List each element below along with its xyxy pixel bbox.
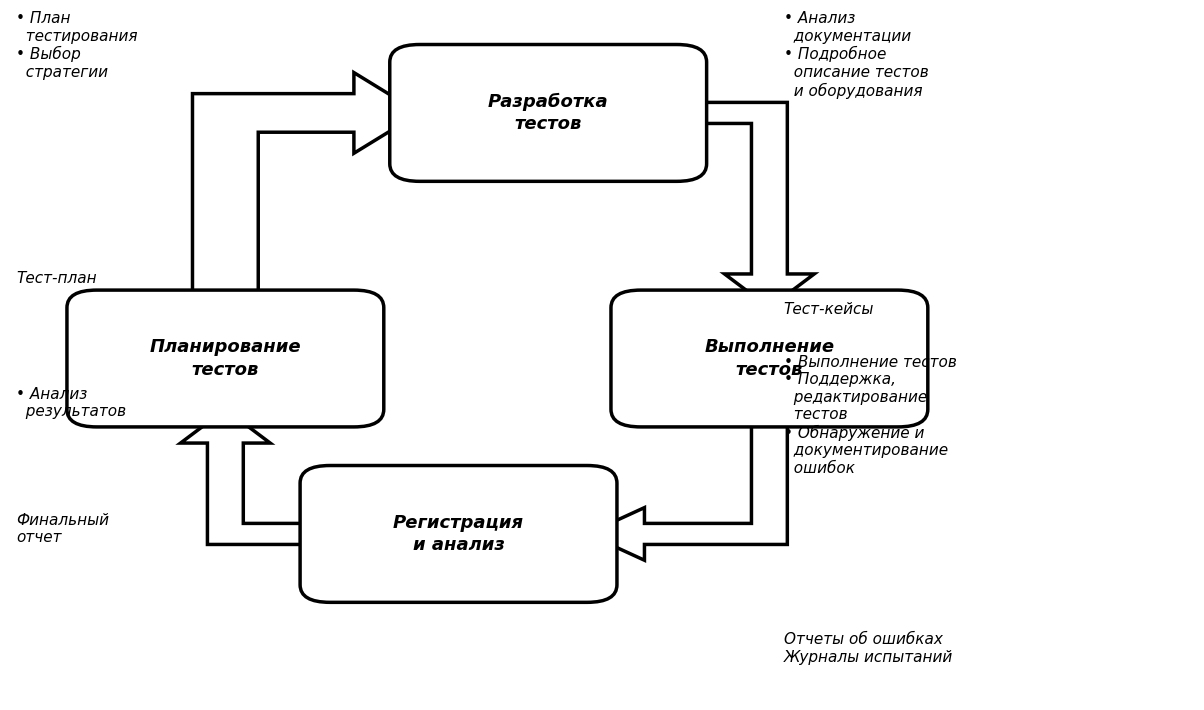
Text: Регистрация
и анализ: Регистрация и анализ <box>393 514 524 554</box>
Text: • Анализ
  результатов: • Анализ результатов <box>16 386 126 419</box>
Polygon shape <box>588 410 787 560</box>
Text: Разработка
тестов: Разработка тестов <box>488 93 608 133</box>
Text: Планирование
тестов: Планирование тестов <box>149 339 301 378</box>
FancyBboxPatch shape <box>67 290 384 427</box>
FancyBboxPatch shape <box>610 290 928 427</box>
Text: • Анализ
  документации
• Подробное
  описание тестов
  и оборудования: • Анализ документации • Подробное описан… <box>784 11 928 99</box>
Polygon shape <box>193 72 420 307</box>
Text: Тест-план: Тест-план <box>16 271 96 286</box>
Text: • Выполнение тестов
• Поддержка,
  редактирование
  тестов
• Обнаружение и
  док: • Выполнение тестов • Поддержка, редакти… <box>784 355 957 476</box>
Text: Отчеты об ошибках
Журналы испытаний: Отчеты об ошибках Журналы испытаний <box>784 632 954 665</box>
Text: Финальный
отчет: Финальный отчет <box>16 513 110 545</box>
Polygon shape <box>181 410 330 545</box>
Text: • План
  тестирования
• Выбор
  стратегии: • План тестирования • Выбор стратегии <box>16 11 137 80</box>
Text: Выполнение
тестов: Выполнение тестов <box>704 339 834 378</box>
Polygon shape <box>677 102 814 307</box>
FancyBboxPatch shape <box>390 45 707 181</box>
Text: Тест-кейсы: Тест-кейсы <box>784 302 874 317</box>
FancyBboxPatch shape <box>300 466 616 602</box>
